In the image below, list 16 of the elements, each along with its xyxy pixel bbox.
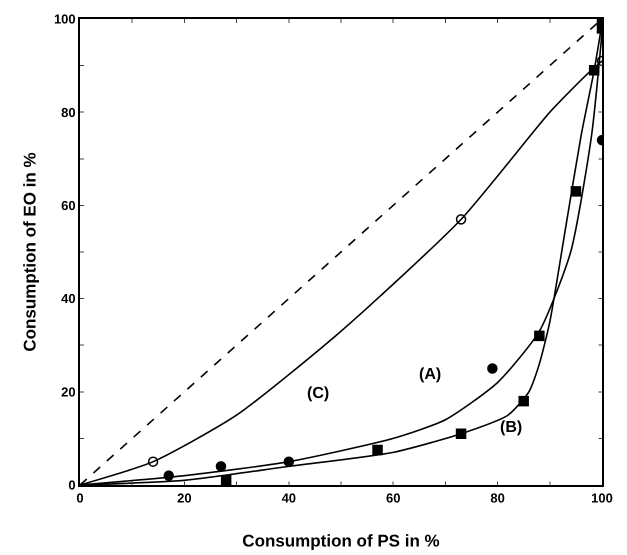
x-tick-label: 80 [490, 490, 505, 506]
x-tick-label: 100 [591, 490, 613, 506]
y-tick-label: 80 [61, 104, 76, 120]
y-axis-title: Consumption of EO in % [20, 152, 40, 352]
annotation: (A) [419, 366, 442, 383]
x-tick-label: 60 [386, 490, 400, 506]
x-tick-label: 20 [177, 490, 192, 506]
annotation: (C) [307, 385, 330, 402]
annotation: (B) [500, 419, 522, 436]
x-axis-title: Consumption of PS in % [242, 532, 440, 550]
y-tick-label: 100 [54, 12, 76, 27]
y-tick-label: 0 [68, 478, 76, 493]
y-tick-label: 40 [61, 291, 76, 306]
x-tick-label: 40 [282, 490, 296, 506]
y-tick-label: 60 [61, 198, 76, 213]
y-tick-label: 20 [61, 384, 76, 400]
